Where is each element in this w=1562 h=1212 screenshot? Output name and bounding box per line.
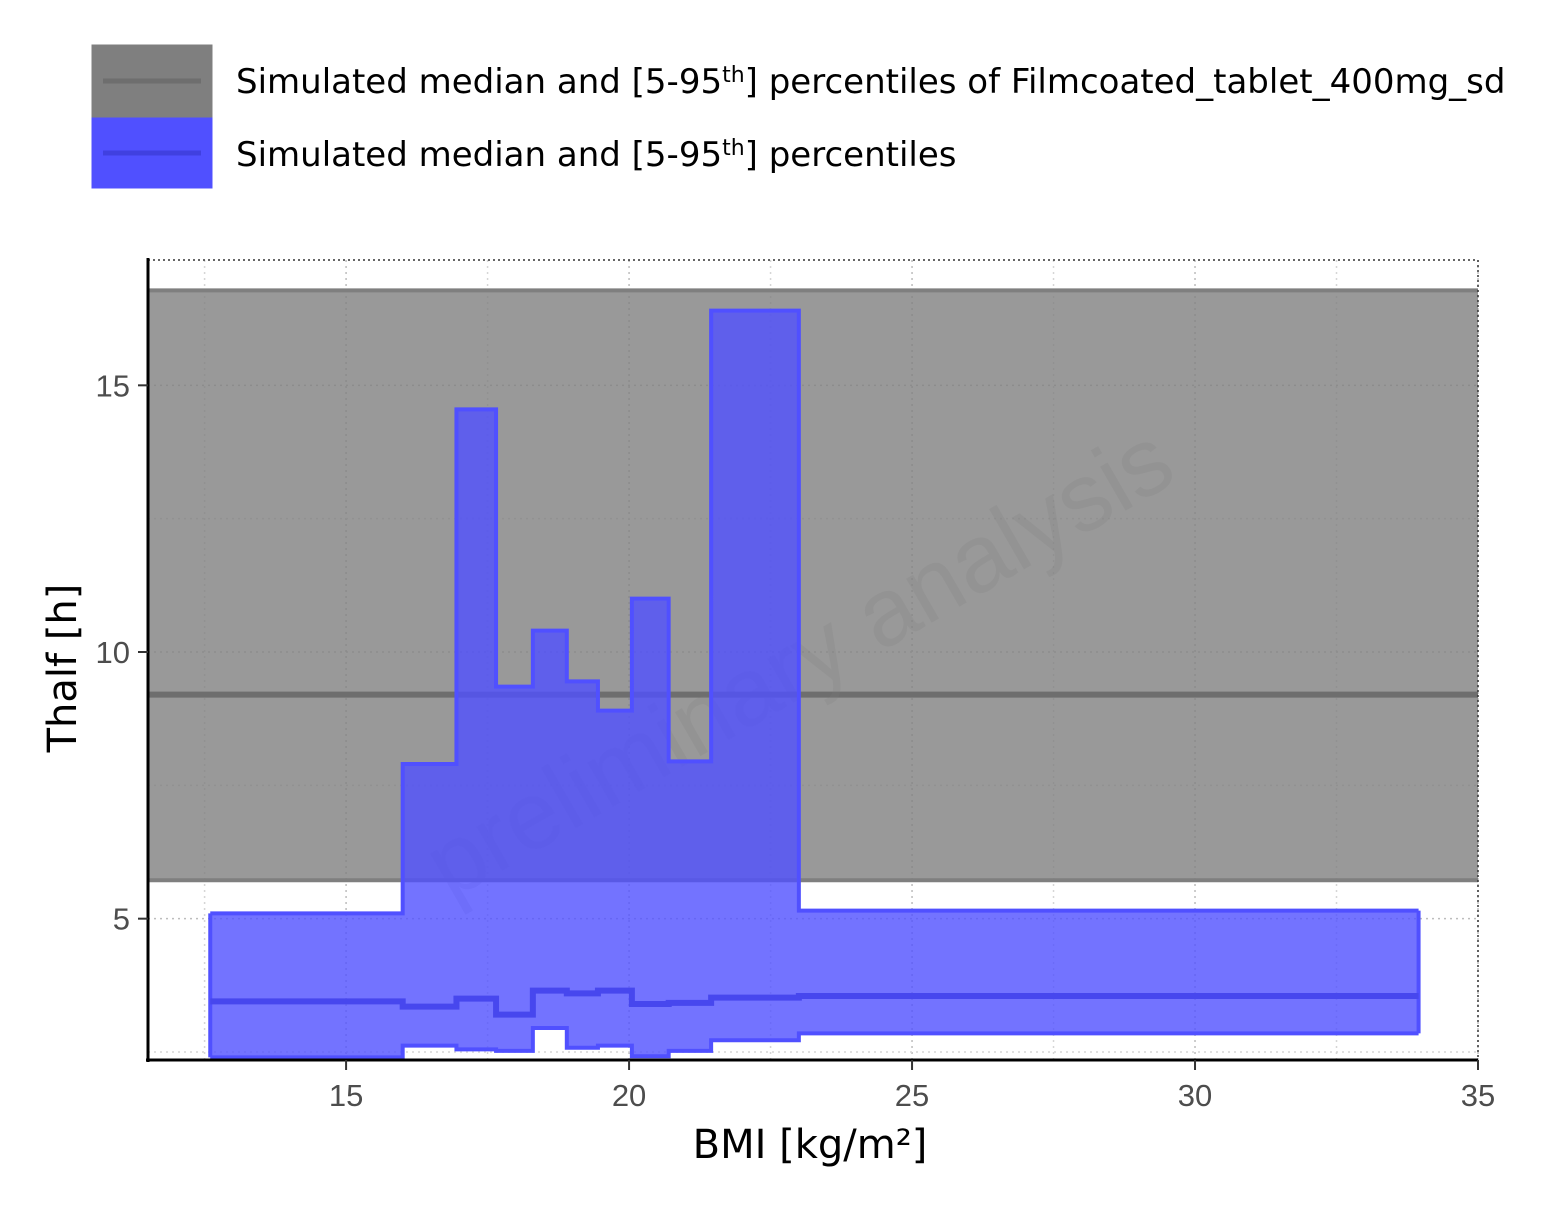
legend-entry-simulated: Simulated median and [5-95th] percentile… (91, 117, 956, 189)
x-tick-label: 15 (329, 1078, 363, 1113)
legend: Simulated median and [5-95th] percentile… (91, 44, 1505, 189)
y-tick-label: 5 (113, 902, 130, 937)
x-axis-title: BMI [kg/m²] (693, 1122, 928, 1168)
reference-band-fill (148, 290, 1478, 881)
series-layer (208, 308, 1421, 1060)
series-band-fill (210, 310, 1419, 1058)
reference-band (148, 288, 1478, 883)
series-p95-line (210, 308, 1419, 916)
legend-label-reference-part2: ] percentiles of Filmcoated_tablet_400mg… (745, 62, 1506, 102)
x-axis-ticks: 15 20 25 30 35 (329, 1060, 1495, 1113)
y-tick-label: 10 (96, 635, 130, 670)
y-axis-ticks: 5 10 15 (96, 368, 148, 937)
x-tick-label: 20 (612, 1078, 646, 1113)
legend-entry-reference: Simulated median and [5-95th] percentile… (91, 44, 1505, 118)
x-tick-label: 25 (895, 1078, 929, 1113)
y-tick-label: 15 (96, 368, 130, 403)
legend-label-reference: Simulated median and [5-95th] percentile… (236, 62, 1505, 102)
legend-label-reference-part1: Simulated median and [5-95 (236, 62, 722, 102)
y-axis-title: Thalf [h] (40, 584, 86, 754)
legend-label-simulated-part2: ] percentiles (745, 135, 957, 175)
plot-panel: preliminary analysis (146, 258, 1479, 1062)
series-median-line (210, 987, 1419, 1018)
legend-label-simulated-sup: th (722, 136, 745, 161)
x-tick-label: 35 (1461, 1078, 1495, 1113)
series-p5-line (210, 1026, 1419, 1060)
x-tick-label: 30 (1178, 1078, 1212, 1113)
legend-label-reference-sup: th (722, 63, 745, 88)
legend-label-simulated: Simulated median and [5-95th] percentile… (236, 135, 956, 175)
legend-label-simulated-part1: Simulated median and [5-95 (236, 135, 722, 175)
